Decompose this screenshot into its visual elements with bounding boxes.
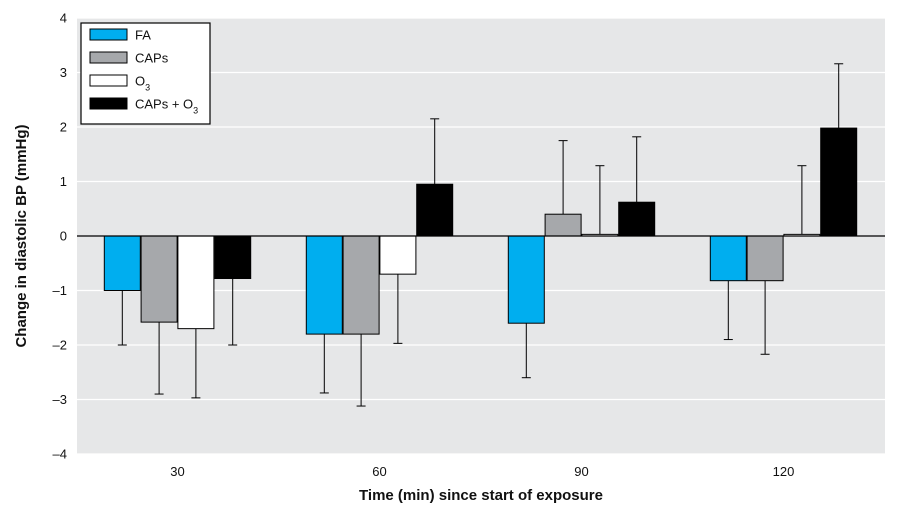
bar-fa-90 bbox=[507, 235, 545, 324]
bar-caps-o3-60 bbox=[416, 183, 454, 237]
legend-label: CAPs + O3 bbox=[135, 97, 198, 116]
y-tick-label: 0 bbox=[60, 229, 67, 244]
y-tick-label: 4 bbox=[60, 11, 67, 26]
legend-swatch bbox=[89, 74, 128, 87]
y-tick-label: 2 bbox=[60, 120, 67, 135]
bar-o3-60 bbox=[379, 235, 417, 275]
legend-label: CAPs bbox=[135, 51, 169, 66]
y-tick-labels: 4 3 2 1 0 –1 –2 –3 –4 bbox=[53, 11, 67, 462]
y-axis-title: Change in diastolic BP (mmHg) bbox=[13, 124, 30, 347]
bar-fa-30 bbox=[103, 235, 141, 291]
y-tick-label: –1 bbox=[53, 283, 67, 298]
bar-caps-o3-30 bbox=[214, 235, 252, 280]
bar-fa-120 bbox=[709, 235, 747, 282]
y-tick-label: –4 bbox=[53, 447, 67, 462]
gridlines bbox=[77, 17, 885, 455]
x-tick-labels: 30 60 90 120 bbox=[170, 464, 794, 479]
y-tick-label: –2 bbox=[53, 338, 67, 353]
bars-group bbox=[103, 127, 858, 335]
x-tick-label: 90 bbox=[574, 464, 588, 479]
bar-caps-o3-90 bbox=[618, 201, 656, 237]
legend-label: FA bbox=[135, 28, 151, 43]
legend-swatch bbox=[89, 51, 128, 64]
x-axis-title: Time (min) since start of exposure bbox=[359, 487, 603, 504]
x-tick-label: 30 bbox=[170, 464, 184, 479]
y-tick-label: –3 bbox=[53, 392, 67, 407]
y-tick-label: 1 bbox=[60, 174, 67, 189]
x-tick-label: 120 bbox=[773, 464, 795, 479]
bar-caps-120 bbox=[746, 235, 784, 282]
bar-fa-60 bbox=[305, 235, 343, 335]
y-tick-label: 3 bbox=[60, 65, 67, 80]
x-tick-label: 60 bbox=[372, 464, 386, 479]
bar-caps-30 bbox=[140, 235, 178, 323]
bar-caps-o3-120 bbox=[820, 127, 858, 237]
bar-caps-60 bbox=[342, 235, 380, 335]
legend-swatch bbox=[89, 28, 128, 41]
error-bars-group bbox=[117, 63, 844, 407]
bar-o3-30 bbox=[177, 235, 215, 330]
bar-caps-90 bbox=[544, 213, 582, 237]
legend-swatch bbox=[89, 97, 128, 110]
